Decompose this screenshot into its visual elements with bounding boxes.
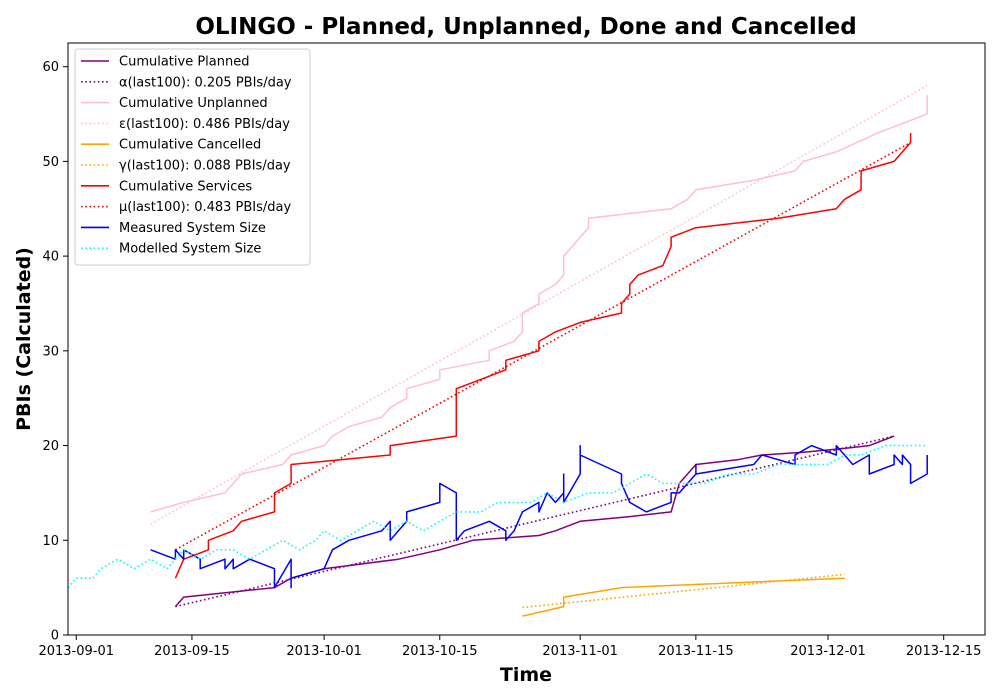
legend-label: Modelled System Size	[119, 242, 261, 257]
x-tick-label: 2013-12-15	[906, 644, 982, 659]
y-axis: 0 10 20 30 40 50 60	[42, 60, 68, 644]
x-axis-label: Time	[500, 664, 552, 686]
legend: Cumulative Planned α(last100): 0.205 PBIs…	[74, 48, 311, 266]
x-tick-label: 2013-09-01	[38, 644, 114, 659]
series-line-cumulative-cancelled	[522, 577, 845, 617]
x-tick-label: 2013-11-01	[542, 644, 618, 659]
legend-label: Cumulative Services	[119, 179, 252, 194]
legend-box	[74, 48, 311, 266]
y-tick-label: 20	[42, 439, 59, 454]
y-tick-label: 0	[51, 629, 59, 644]
legend-label: ε(last100): 0.486 PBIs/day	[119, 117, 290, 132]
y-tick-label: 40	[42, 250, 59, 265]
plot-frame	[67, 42, 986, 636]
legend-label: Cumulative Unplanned	[119, 96, 268, 111]
series-line-measured-system-size	[150, 444, 928, 589]
y-tick-label: 60	[42, 60, 59, 75]
series-line-last100-0-205-pbis-day	[175, 435, 895, 608]
series-line-cumulative-services	[174, 133, 912, 579]
y-tick-label: 30	[42, 344, 59, 359]
legend-label: μ(last100): 0.483 PBIs/day	[119, 200, 291, 215]
legend-label: α(last100): 0.205 PBIs/day	[119, 75, 292, 90]
series-line-last100-0-088-pbis-day	[522, 573, 845, 609]
x-tick-label: 2013-12-01	[790, 644, 866, 659]
legend-label: Measured System Size	[119, 221, 266, 236]
x-tick-label: 2013-10-01	[286, 644, 362, 659]
x-axis: 2013-09-01 2013-09-15 2013-10-01 2013-10-15…	[38, 635, 981, 659]
legend-label: γ(last100): 0.088 PBIs/day	[119, 159, 291, 174]
series-line-last100-0-483-pbis-day	[175, 141, 911, 551]
series-line-cumulative-unplanned	[150, 95, 928, 513]
y-tick-label: 10	[42, 534, 59, 549]
series-line-modelled-system-size	[68, 444, 928, 589]
x-tick-label: 2013-09-15	[154, 644, 230, 659]
series-line-last100-0-486-pbis-day	[150, 84, 928, 525]
y-tick-label: 50	[42, 155, 59, 170]
chart-title: OLINGO - Planned, Unplanned, Done and Ca…	[195, 14, 856, 40]
x-tick-label: 2013-10-15	[402, 644, 478, 659]
x-tick-label: 2013-11-15	[658, 644, 734, 659]
y-axis-label: PBIs (Calculated)	[13, 247, 35, 431]
legend-label: Cumulative Cancelled	[119, 138, 261, 153]
legend-label: Cumulative Planned	[119, 55, 249, 70]
